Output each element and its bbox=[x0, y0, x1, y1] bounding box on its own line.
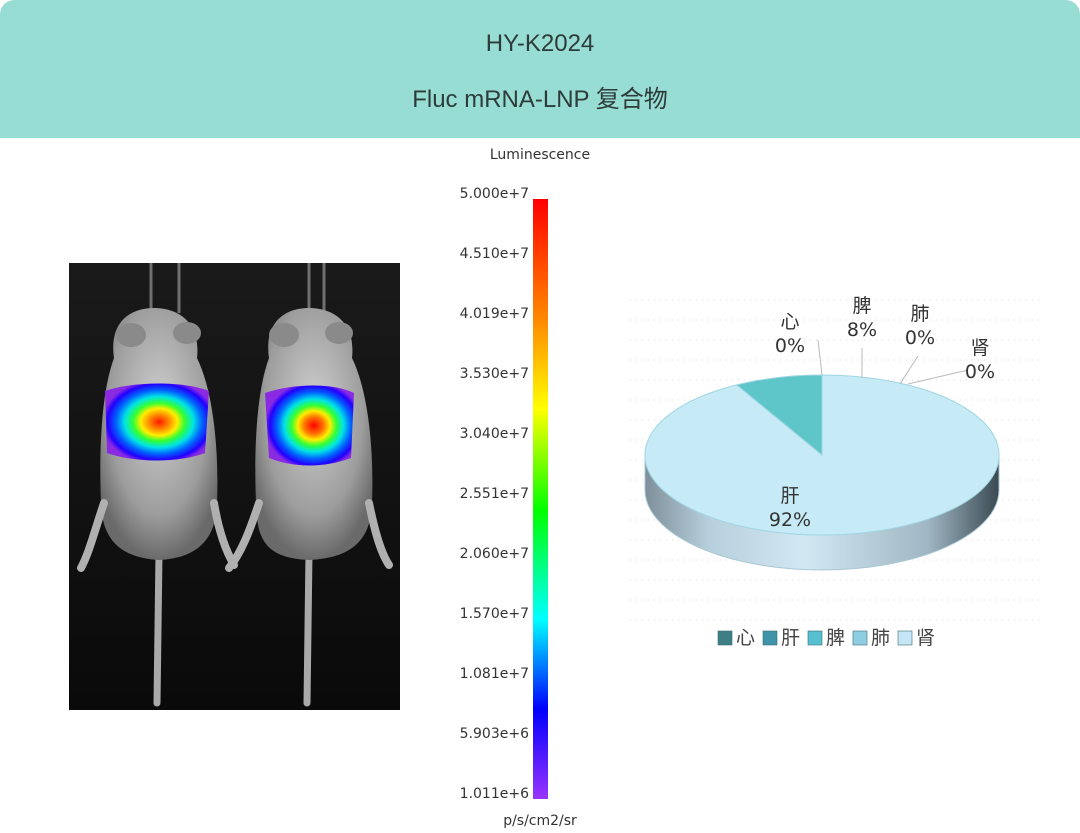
fixture-rods bbox=[149, 263, 326, 313]
pie-data-label-name: 肾 bbox=[970, 337, 989, 359]
pie-data-label-value: 0% bbox=[905, 327, 935, 349]
luminescence-colorbar bbox=[533, 199, 548, 799]
legend-label: 肝 bbox=[781, 627, 800, 649]
pie-slice bbox=[735, 374, 823, 457]
legend-label: 脾 bbox=[826, 627, 845, 649]
mouse-left bbox=[77, 308, 238, 707]
legend-item: 心 bbox=[717, 627, 755, 649]
pie-data-label-name: 肝 bbox=[780, 485, 799, 507]
colorbar-tick-label: 4.019e+7 bbox=[459, 306, 529, 322]
pie-data-label-value: 92% bbox=[769, 509, 811, 531]
pie-data-label-value: 8% bbox=[847, 319, 877, 341]
product-description: Fluc mRNA-LNP 复合物 bbox=[412, 86, 668, 113]
pie-data-label-value: 0% bbox=[775, 335, 805, 357]
legend-swatch bbox=[807, 630, 823, 646]
colorbar-tick-label: 3.040e+7 bbox=[459, 426, 529, 442]
colorbar-tick-label: 5.903e+6 bbox=[459, 726, 529, 742]
legend-label: 肺 bbox=[871, 627, 890, 649]
legend-swatch bbox=[762, 630, 778, 646]
colorbar-tick-label: 1.570e+7 bbox=[459, 606, 529, 622]
colorbar-tick-label: 2.551e+7 bbox=[459, 486, 529, 502]
legend-swatch bbox=[717, 630, 733, 646]
legend-item: 肝 bbox=[762, 627, 800, 649]
colorbar-tick-label: 5.000e+7 bbox=[459, 186, 529, 202]
organ-distribution-pie-chart: 心0%肝92%脾8%肺0% 肾0%心肝脾肺肾 bbox=[630, 295, 1040, 649]
legend-swatch bbox=[897, 630, 913, 646]
pie-data-label-value: 0% bbox=[965, 361, 995, 383]
legend-label: 肾 bbox=[916, 627, 935, 649]
product-code: HY-K2024 bbox=[485, 30, 595, 57]
pie-data-label-name: 心 bbox=[780, 311, 799, 333]
legend-swatch bbox=[852, 630, 868, 646]
legend-item: 肺 bbox=[852, 627, 890, 649]
pie-data-label-name: 脾 bbox=[852, 295, 871, 317]
legend-item: 肾 bbox=[897, 627, 935, 649]
colorbar-tick-label: 2.060e+7 bbox=[459, 546, 529, 562]
luminescence-unit: p/s/cm2/sr bbox=[503, 813, 577, 829]
pie-slice bbox=[644, 374, 1000, 536]
pie-leader-line bbox=[907, 369, 969, 385]
colorbar-tick-label: 1.081e+7 bbox=[459, 666, 529, 682]
colorbar-tick-label: 3.530e+7 bbox=[459, 366, 529, 382]
pie-leader-line bbox=[899, 355, 919, 385]
legend-item: 脾 bbox=[807, 627, 845, 649]
legend-label: 心 bbox=[736, 627, 755, 649]
mouse-right bbox=[225, 308, 393, 707]
mouse-bioluminescence-image bbox=[69, 263, 400, 710]
pie-data-label-name: 肺 bbox=[910, 303, 929, 325]
colorbar-tick-label: 4.510e+7 bbox=[459, 246, 529, 262]
pie-legend: 心肝脾肺肾 bbox=[717, 627, 935, 649]
header-banner: HY-K2024 Fluc mRNA-LNP 复合物 bbox=[0, 0, 1080, 138]
pie-leader-line bbox=[817, 339, 823, 376]
colorbar-tick-label: 1.011e+6 bbox=[459, 786, 529, 802]
luminescence-legend-title: Luminescence bbox=[489, 147, 591, 163]
